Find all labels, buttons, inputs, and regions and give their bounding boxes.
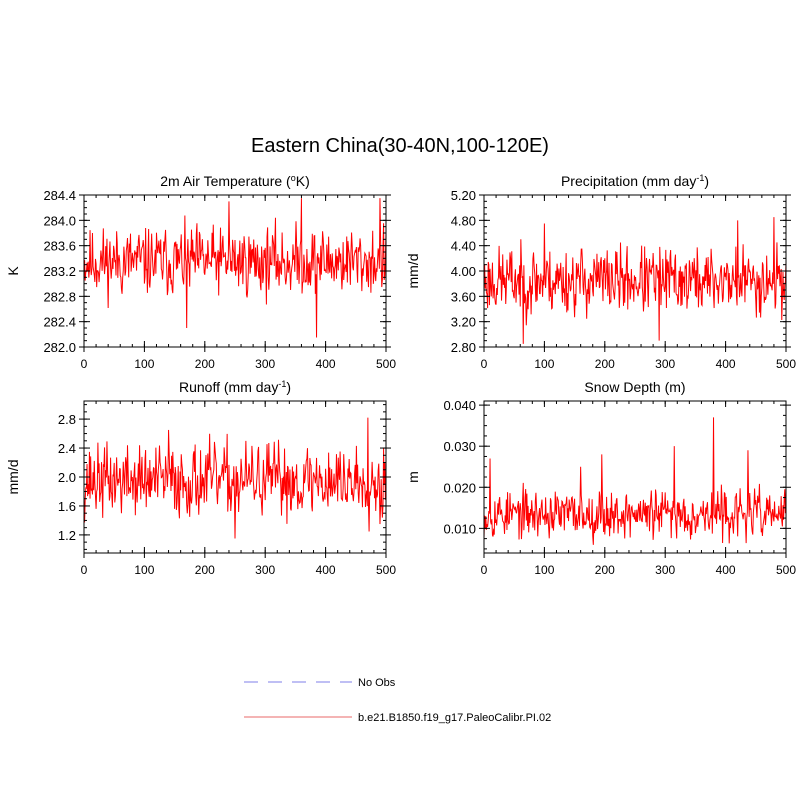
panel-3: Snow Depth (m) m 0 100 200 300 400 500 0.010 0.02… bbox=[405, 379, 796, 577]
y-tick-label: 282.0 bbox=[43, 340, 76, 355]
plot-frame bbox=[483, 194, 787, 348]
x-tick-label: 200 bbox=[195, 357, 215, 371]
y-tick-label: 0.030 bbox=[443, 439, 476, 454]
x-tick-label: 100 bbox=[134, 357, 154, 371]
x-tick-label: 200 bbox=[595, 563, 615, 577]
x-tick-label: 300 bbox=[255, 563, 275, 577]
main-title: Eastern China(30-40N,100-120E) bbox=[251, 135, 549, 157]
y-tick-label: 0.020 bbox=[443, 480, 476, 495]
x-tick-label: 500 bbox=[376, 357, 396, 371]
series-line bbox=[483, 217, 787, 344]
panel-title-end: ) bbox=[704, 173, 709, 189]
panel-1: Precipitation (mm day-1) mm/d 0 100 200 300 40… bbox=[405, 173, 796, 371]
legend-label-1: b.e21.B1850.f19_g17.PaleoCalibr.PI.02 bbox=[358, 712, 551, 724]
panel-title-main: Runoff (mm day bbox=[179, 379, 278, 395]
panel-title-main: 2m Air Temperature ( bbox=[160, 173, 291, 189]
y-tick-label: 3.60 bbox=[451, 289, 476, 304]
y-axis-label: K bbox=[5, 266, 21, 276]
panel-title-sup: o bbox=[291, 173, 296, 183]
y-tick-label: 3.20 bbox=[451, 315, 476, 330]
y-tick-label: 5.20 bbox=[451, 188, 476, 203]
legend-label-0: No Obs bbox=[358, 677, 396, 689]
y-tick-label: 4.40 bbox=[451, 239, 476, 254]
x-tick-label: 0 bbox=[81, 357, 88, 371]
x-tick-label: 500 bbox=[376, 563, 396, 577]
y-tick-label: 283.2 bbox=[43, 264, 76, 279]
x-tick-label: 400 bbox=[316, 563, 336, 577]
y-tick-label: 0.040 bbox=[443, 398, 476, 413]
x-tick-label: 400 bbox=[316, 357, 336, 371]
x-tick-label: 400 bbox=[716, 357, 736, 371]
y-tick-label: 284.4 bbox=[43, 188, 76, 203]
x-tick-label: 0 bbox=[481, 357, 488, 371]
y-tick-label: 2.8 bbox=[58, 412, 76, 427]
x-tick-label: 500 bbox=[776, 563, 796, 577]
panel-title: 2m Air Temperature (oK) bbox=[160, 173, 309, 189]
legend: No Obs b.e21.B1850.f19_g17.PaleoCalibr.PI… bbox=[244, 677, 551, 724]
series-line bbox=[83, 417, 387, 539]
panel-title-end: K) bbox=[296, 173, 310, 189]
y-tick-label: 4.80 bbox=[451, 213, 476, 228]
panel-title-end: ) bbox=[286, 379, 291, 395]
y-tick-label: 284.0 bbox=[43, 213, 76, 228]
panel-2: Runoff (mm day-1) mm/d 0 100 200 300 400 500 1.2… bbox=[5, 379, 396, 577]
panel-title-main: Snow Depth (m) bbox=[584, 379, 685, 395]
y-tick-label: 2.4 bbox=[58, 441, 76, 456]
panel-title-sup: -1 bbox=[278, 379, 286, 389]
series-line bbox=[83, 198, 387, 338]
x-tick-label: 200 bbox=[195, 563, 215, 577]
x-tick-label: 100 bbox=[534, 357, 554, 371]
y-tick-label: 283.6 bbox=[43, 239, 76, 254]
x-tick-label: 300 bbox=[655, 357, 675, 371]
y-tick-label: 282.4 bbox=[43, 315, 76, 330]
series-line bbox=[483, 417, 787, 545]
y-tick-label: 1.2 bbox=[58, 528, 76, 543]
panel-title: Precipitation (mm day-1) bbox=[561, 173, 709, 189]
y-tick-label: 2.0 bbox=[58, 470, 76, 485]
panel-title: Runoff (mm day-1) bbox=[179, 379, 291, 395]
x-tick-label: 300 bbox=[655, 563, 675, 577]
x-tick-label: 0 bbox=[81, 563, 88, 577]
panel-title-main: Precipitation (mm day bbox=[561, 173, 696, 189]
x-tick-label: 400 bbox=[716, 563, 736, 577]
y-tick-label: 0.010 bbox=[443, 521, 476, 536]
x-tick-label: 100 bbox=[534, 563, 554, 577]
y-tick-label: 4.00 bbox=[451, 264, 476, 279]
x-tick-label: 0 bbox=[481, 563, 488, 577]
panels: 2m Air Temperature (oK) K 0 100 200 300 400 500… bbox=[5, 173, 796, 577]
plot-frame bbox=[483, 400, 787, 554]
y-axis-label: m bbox=[405, 471, 421, 483]
x-tick-label: 200 bbox=[595, 357, 615, 371]
y-tick-label: 1.6 bbox=[58, 499, 76, 514]
x-tick-label: 500 bbox=[776, 357, 796, 371]
x-tick-label: 100 bbox=[134, 563, 154, 577]
y-axis-label: mm/d bbox=[5, 460, 21, 495]
y-axis-label: mm/d bbox=[405, 254, 421, 289]
x-tick-label: 300 bbox=[255, 357, 275, 371]
y-tick-label: 2.80 bbox=[451, 340, 476, 355]
panel-0: 2m Air Temperature (oK) K 0 100 200 300 400 500… bbox=[5, 173, 396, 371]
panel-title: Snow Depth (m) bbox=[584, 379, 685, 395]
y-tick-label: 282.8 bbox=[43, 289, 76, 304]
panel-title-sup: -1 bbox=[696, 173, 704, 183]
